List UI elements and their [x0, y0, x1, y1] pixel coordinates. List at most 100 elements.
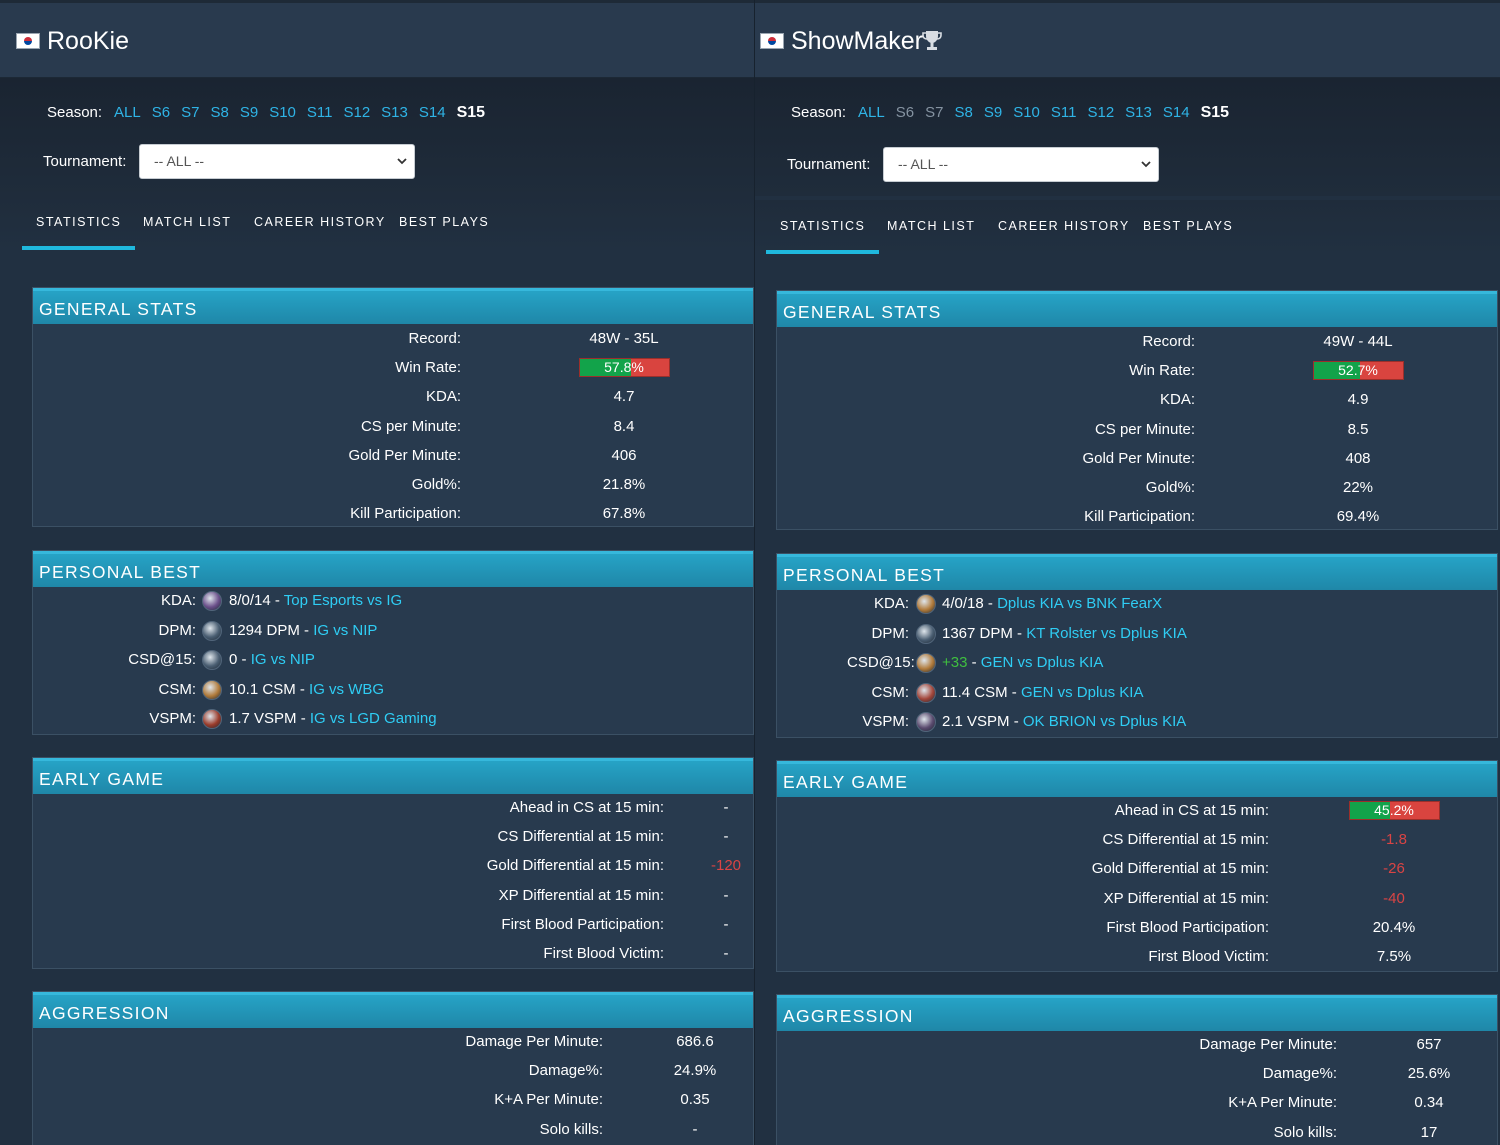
season-link-s7[interactable]: S7 [181, 104, 200, 121]
match-link[interactable]: IG vs WBG [309, 680, 385, 698]
stat-row: K+A Per Minute: 0.34 [777, 1088, 1497, 1117]
season-link-s13[interactable]: S13 [1125, 104, 1152, 121]
season-link-s9[interactable]: S9 [239, 104, 259, 121]
season-link-s11[interactable]: S11 [306, 104, 333, 121]
match-link[interactable]: KT Rolster vs Dplus KIA [1026, 624, 1187, 642]
tab-best-plays[interactable]: BEST PLAYS [399, 215, 490, 229]
match-link[interactable]: Dplus KIA vs BNK FearX [997, 595, 1163, 612]
personal-best-row: KDA: 8/0/14 - Top Esports vs IG [33, 586, 753, 615]
season-link-all[interactable]: ALL [858, 104, 885, 121]
stat-value: 22% [1342, 479, 1374, 496]
stat-row: Gold Differential at 15 min: -120 [33, 851, 753, 880]
separator: - [1009, 713, 1023, 730]
season-link-s7: S7 [925, 104, 944, 121]
stat-value: 69.4% [1336, 508, 1380, 526]
stat-value: 52.7% [1338, 362, 1378, 379]
separator: - [299, 621, 314, 639]
match-link[interactable]: OK BRION vs Dplus KIA [1022, 713, 1187, 730]
stat-label: Win Rate: [395, 359, 461, 377]
stat-label: Gold Differential at 15 min: [1091, 860, 1269, 878]
tab-match-list[interactable]: MATCH LIST [143, 215, 232, 229]
best-stat-value: 11.4 CSM [942, 683, 1008, 701]
player-header: RooKie [0, 0, 754, 78]
early-section: EARLY GAME Ahead in CS at 15 min: 45.2% CS … [776, 760, 1498, 972]
stat-value: 48W - 35L [589, 330, 659, 347]
stat-label: Solo kills: [1273, 1123, 1337, 1141]
chevron-down-icon [396, 154, 408, 166]
season-link-s12[interactable]: S12 [1087, 104, 1115, 121]
section-title: PERSONAL BEST [777, 554, 1497, 590]
match-link[interactable]: IG vs NIP [313, 621, 378, 639]
season-link-s14[interactable]: S14 [1162, 104, 1190, 121]
personal-best-row: CSD@15: +33 - GEN vs Dplus KIA [777, 648, 1497, 677]
tab-career-history[interactable]: CAREER HISTORY [998, 219, 1130, 233]
match-link[interactable]: GEN vs Dplus KIA [1020, 683, 1144, 701]
stat-row: Win Rate: 57.8% [33, 353, 753, 382]
season-link-s13[interactable]: S13 [381, 104, 408, 121]
general-section: GENERAL STATS Record: 48W - 35L Win Rate: 57… [32, 287, 754, 527]
personal-best-detail: 1.7 VSPM - IG vs LGD Gaming [229, 704, 437, 733]
season-link-s11[interactable]: S11 [1050, 104, 1077, 121]
season-link-s8[interactable]: S8 [954, 104, 973, 121]
personal-best-row: VSPM: 1.7 VSPM - IG vs LGD Gaming [33, 704, 753, 733]
season-link-all[interactable]: ALL [114, 104, 141, 121]
season-link-s12[interactable]: S12 [343, 104, 371, 121]
stat-row: Damage Per Minute: 657 [777, 1030, 1497, 1059]
stat-value: -1.8 [1381, 831, 1407, 849]
stat-value: 8.5 [1347, 420, 1369, 438]
best-stat-value: 1.7 VSPM [229, 710, 297, 727]
stat-label: CSM: [158, 680, 197, 698]
stat-label: CS Differential at 15 min: [497, 828, 664, 846]
tab-statistics[interactable]: STATISTICS [21, 196, 136, 250]
stat-label: Damage%: [528, 1062, 603, 1080]
tab-career-history[interactable]: CAREER HISTORY [254, 215, 386, 229]
season-link-s9[interactable]: S9 [983, 104, 1003, 121]
champion-icon [202, 591, 222, 611]
personal-best-row: KDA: 4/0/18 - Dplus KIA vs BNK FearX [777, 589, 1497, 618]
separator: - [296, 710, 310, 727]
champion-icon [916, 653, 936, 673]
season-link-s10[interactable]: S10 [1013, 104, 1040, 121]
stat-label: KDA: [1159, 391, 1195, 409]
stat-row: Gold Differential at 15 min: -26 [777, 854, 1497, 883]
stat-value: 49W - 44L [1323, 333, 1393, 350]
stat-row: Damage%: 25.6% [777, 1059, 1497, 1088]
stat-label: Ahead in CS at 15 min: [1114, 802, 1269, 819]
season-label: Season: [47, 104, 103, 121]
stat-label: Record: [408, 330, 461, 347]
stat-label: First Blood Participation: [1106, 918, 1269, 936]
season-link-s10[interactable]: S10 [269, 104, 296, 121]
stat-row: First Blood Participation: - [33, 910, 753, 939]
best-stat-value: 4/0/18 [942, 595, 984, 612]
season-link-s14[interactable]: S14 [418, 104, 446, 121]
stat-row: Record: 48W - 35L [33, 324, 753, 353]
tournament-label: Tournament: [787, 156, 871, 173]
stat-value: 45.2% [1374, 802, 1414, 818]
season-link-s8[interactable]: S8 [210, 104, 229, 121]
stat-value: - [692, 1120, 698, 1138]
stat-row: Record: 49W - 44L [777, 327, 1497, 356]
match-link[interactable]: IG vs LGD Gaming [309, 710, 437, 727]
tournament-select[interactable]: -- ALL -- [883, 147, 1159, 182]
match-link[interactable]: IG vs NIP [250, 651, 315, 668]
stat-value: 4.7 [613, 388, 635, 406]
aggression-section: AGGRESSION Damage Per Minute: 657 Damage%: 2… [776, 994, 1498, 1145]
champion-icon [916, 682, 936, 703]
stat-value: 20.4% [1372, 918, 1416, 936]
stat-row: XP Differential at 15 min: -40 [777, 884, 1497, 913]
match-link[interactable]: GEN vs Dplus KIA [980, 654, 1104, 671]
separator: - [983, 595, 998, 612]
season-link-s6[interactable]: S6 [151, 104, 171, 121]
tab-statistics[interactable]: STATISTICS [765, 200, 880, 254]
stat-value: 17 [1420, 1123, 1438, 1141]
champion-icon [202, 679, 222, 700]
tab-best-plays[interactable]: BEST PLAYS [1143, 219, 1234, 233]
tournament-select[interactable]: -- ALL -- [139, 144, 415, 179]
personal-best-detail: 2.1 VSPM - OK BRION vs Dplus KIA [942, 707, 1186, 736]
south-korea-flag-icon [760, 33, 784, 49]
stat-value: 21.8% [602, 476, 646, 493]
match-link[interactable]: Top Esports vs IG [283, 592, 403, 609]
stat-value: 657 [1416, 1036, 1442, 1053]
stat-label: XP Differential at 15 min: [498, 886, 664, 904]
tab-match-list[interactable]: MATCH LIST [887, 219, 976, 233]
